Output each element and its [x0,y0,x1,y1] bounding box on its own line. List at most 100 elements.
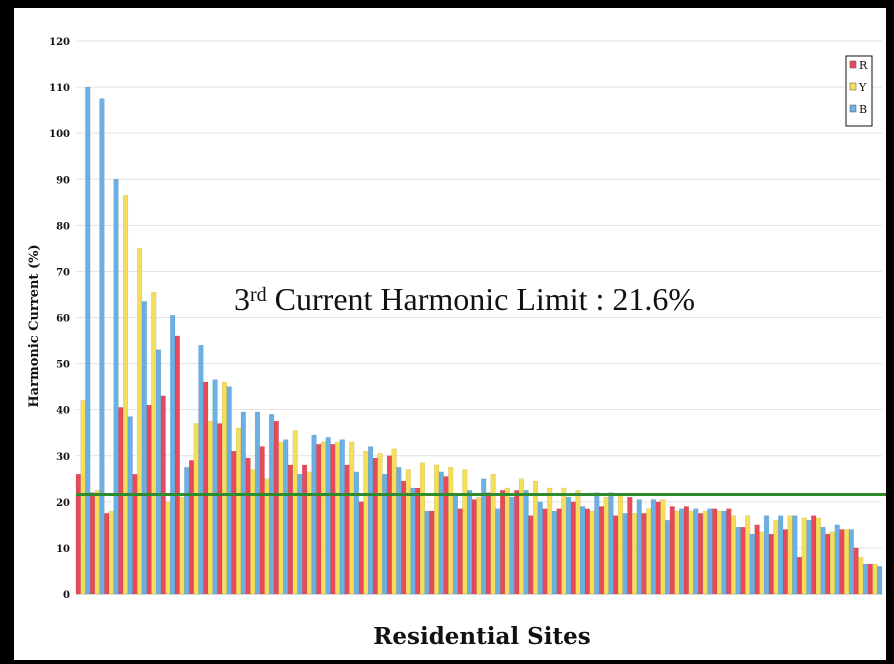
bar-Y-40 [631,513,638,595]
y-tick-label: 110 [49,83,70,94]
y-tick-label: 80 [56,221,70,232]
bar-B-41 [650,499,656,595]
annotation-rest: Current Harmonic Limit : 21.6% [267,281,695,317]
bar-Y-35 [561,487,567,595]
legend-label-B: B [859,103,867,116]
y-tick-label: 0 [63,590,70,601]
bar-Y-55 [844,529,850,595]
bar-Y-13 [250,469,256,595]
bar-R-9 [188,460,195,595]
bar-Y-24 [405,469,411,595]
bar-R-15 [273,420,279,595]
bar-chart: 0 10 20 30 40 50 60 70 80 90 100 110 120 3rd Current… [14,8,886,660]
bar-B-27 [452,494,458,595]
bar-R-36 [570,501,576,595]
bar-B-5 [141,301,147,595]
bar-Y-23 [391,448,397,595]
bar-R-14 [259,446,265,595]
bar-R-5 [132,473,138,595]
bar-Y-9 [193,423,199,595]
bar-R-25 [415,487,421,595]
bar-R-24 [401,480,407,595]
bar-Y-25 [419,462,425,595]
bar-B-17 [311,434,317,595]
bar-R-40 [627,497,633,595]
bar-Y-42 [660,499,666,595]
bar-Y-22 [377,453,383,595]
bar-Y-44 [688,510,694,595]
bar-R-52 [796,556,803,595]
bar-R-35 [556,508,562,595]
limit-annotation: 3rd Current Harmonic Limit : 21.6% [234,281,695,317]
bar-Y-50 [773,520,779,595]
bar-B-4 [127,416,133,595]
bar-R-17 [302,464,308,595]
bar-Y-31 [504,487,510,595]
bar-B-36 [580,506,586,595]
bar-R-49 [754,524,760,595]
bar-Y-19 [335,441,341,595]
bar-B-11 [226,386,232,595]
bar-B-53 [820,526,826,595]
bar-Y-12 [236,427,242,595]
y-tick-label: 40 [56,406,70,417]
bar-Y-5 [137,248,143,595]
bar-Y-14 [264,478,270,595]
bar-R-42 [655,501,661,595]
bar-Y-3 [108,510,114,595]
bar-R-6 [146,404,152,595]
chart-frame: 0 10 20 30 40 50 60 70 80 90 100 110 120 3rd Current… [14,8,886,660]
bar-Y-39 [617,494,623,595]
bar-B-35 [565,497,572,595]
bar-B-18 [325,437,331,595]
bar-R-31 [500,490,506,595]
y-tick-label: 120 [49,37,70,48]
bar-Y-11 [221,381,228,595]
bar-R-21 [358,501,364,595]
y-tick-label: 10 [56,544,70,555]
bar-B-30 [495,508,501,595]
bar-R-38 [598,506,605,595]
bar-B-45 [707,508,713,595]
y-tick-label: 20 [56,498,70,509]
bar-Y-20 [349,441,355,595]
bar-B-8 [184,467,190,595]
bar-Y-43 [674,510,680,595]
bar-R-34 [542,508,548,595]
bar-B-29 [481,478,487,595]
bar-B-26 [438,471,444,595]
bar-R-39 [613,515,619,595]
y-tick-label: 90 [56,175,70,186]
bar-R-46 [712,508,718,595]
bar-R-3 [104,513,110,595]
bar-B-48 [749,533,755,595]
bar-R-53 [811,515,817,595]
bar-Y-57 [872,563,878,595]
y-tick-label: 50 [56,360,70,371]
bar-R-10 [203,381,209,595]
bar-B-52 [806,520,812,595]
bar-B-24 [410,487,416,595]
bar-R-44 [683,506,689,595]
bar-Y-21 [363,450,369,595]
bar-B-10 [212,379,218,595]
bar-B-33 [537,501,543,595]
bar-Y-18 [320,441,327,595]
bar-B-21 [368,446,374,595]
bar-B-40 [636,499,642,595]
bar-B-42 [664,520,671,595]
y-tick-label: 60 [56,314,70,325]
bar-R-56 [853,547,859,595]
y-tick-label: 100 [49,129,70,140]
bar-B-25 [424,510,430,595]
bar-B-44 [693,508,699,595]
bar-Y-16 [292,430,298,595]
bar-R-13 [245,457,251,595]
bar-B-55 [848,529,854,595]
bar-B-50 [778,515,784,595]
bar-Y-32 [518,478,524,595]
bar-B-34 [551,510,557,595]
legend-label-R: R [859,59,868,72]
bar-Y-54 [829,531,836,595]
y-tick-label: 70 [56,267,70,278]
